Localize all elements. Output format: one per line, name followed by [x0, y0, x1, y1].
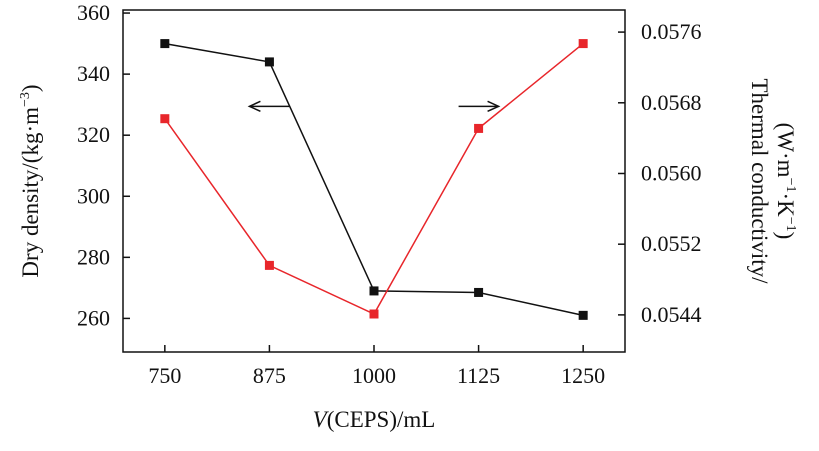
- y-right-tick-label: 0.0568: [641, 90, 702, 115]
- x-axis-title: V(CEPS)/mL: [313, 407, 436, 432]
- annotation-arrows: [247, 100, 501, 113]
- y-left-tick-label: 340: [77, 61, 110, 86]
- thermal-conductivity-point: [160, 114, 170, 124]
- arrow-right-icon: [487, 100, 501, 113]
- series-layer: [160, 39, 588, 320]
- y-right-tick-label: 0.0544: [641, 302, 702, 327]
- x-axis-title-part: V: [313, 407, 330, 432]
- y-left-tick-label: 320: [77, 122, 110, 147]
- dry-density-point: [369, 286, 379, 296]
- y-right-tick-label: 0.0560: [641, 160, 702, 185]
- dry-density-point: [578, 310, 588, 320]
- arrow-left-icon: [247, 100, 261, 113]
- y-right-tick-label: 0.0576: [641, 19, 702, 44]
- y-left-axis-title: Dry density/(kg·m−3): [18, 84, 43, 277]
- x-tick-label: 1250: [561, 363, 605, 388]
- y-left-tick-label: 360: [77, 0, 110, 25]
- axis-title-part: −1: [783, 217, 798, 232]
- y-left-tick-label: 260: [77, 305, 110, 330]
- axis-title-part: (W·m: [773, 123, 798, 178]
- axis-title-part: −3: [18, 92, 33, 107]
- axis-ticks: [123, 12, 625, 352]
- y-right-tick-label: 0.0552: [641, 231, 702, 256]
- axis-title-part: −1: [783, 178, 798, 193]
- dry-density-line: [164, 42, 584, 317]
- y-left-tick-label: 300: [77, 183, 110, 208]
- thermal-conductivity-point: [264, 260, 274, 270]
- tick-labels: 750 875 1000 1125 1250 260 280 300 320 340 360 0.05…: [77, 0, 702, 388]
- thermal-conductivity-point: [474, 123, 484, 133]
- axis-title-part: ): [773, 232, 798, 240]
- dry-density-point: [160, 39, 170, 49]
- x-tick-label: 750: [148, 363, 181, 388]
- plot-frame: [122, 9, 626, 353]
- axis-title-part: ·K: [773, 192, 798, 217]
- thermal-conductivity-point: [578, 39, 588, 49]
- dry-density-point: [474, 287, 484, 297]
- thermal-conductivity-point: [369, 309, 379, 319]
- dry-density-point: [264, 57, 274, 67]
- y-right-axis-title-line1: Thermal conductivity/: [747, 78, 772, 284]
- x-tick-label: 1125: [457, 363, 500, 388]
- axis-title-part: ): [18, 84, 43, 92]
- y-left-tick-label: 280: [77, 244, 110, 269]
- x-tick-label: 875: [253, 363, 286, 388]
- axis-title-part: Dry density/(kg·m: [18, 107, 43, 278]
- x-tick-label: 1000: [352, 363, 396, 388]
- x-axis-title-part: (CEPS)/mL: [327, 407, 436, 432]
- y-right-axis-title-line2: (W·m−1·K−1): [773, 123, 798, 240]
- thermal-conductivity-line: [164, 42, 584, 315]
